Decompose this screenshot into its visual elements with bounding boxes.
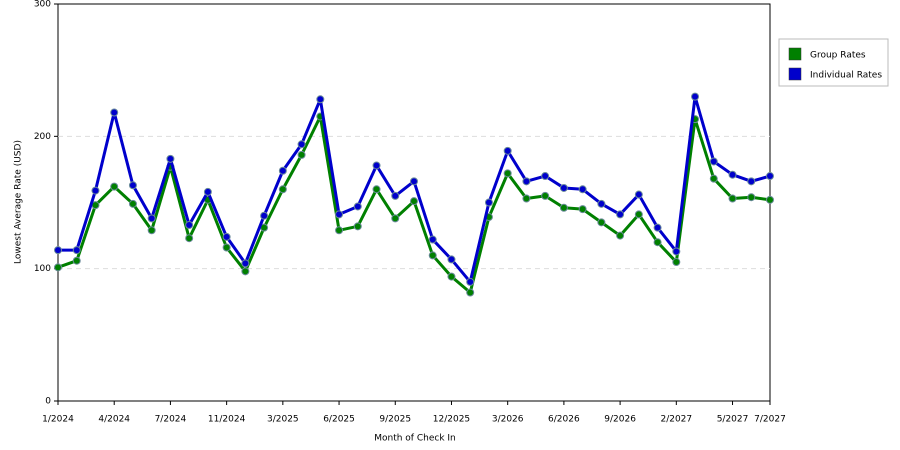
data-point: [428, 251, 437, 260]
data-point: [278, 185, 287, 194]
data-point: [616, 210, 625, 219]
data-point: [316, 95, 325, 104]
data-point: [597, 199, 606, 208]
data-point: [541, 172, 550, 181]
y-tick-label: 300: [34, 0, 51, 10]
data-point: [128, 181, 137, 190]
data-point: [241, 259, 250, 268]
data-point: [335, 210, 344, 219]
data-point: [297, 150, 306, 159]
data-point: [297, 140, 306, 149]
data-point: [503, 146, 512, 155]
data-point: [91, 186, 100, 195]
data-point: [241, 267, 250, 276]
data-point: [110, 108, 119, 117]
data-point: [391, 191, 400, 200]
data-point: [391, 214, 400, 223]
data-point: [634, 210, 643, 219]
data-point: [260, 211, 269, 220]
data-point: [72, 246, 81, 255]
data-point: [653, 238, 662, 247]
x-tick-label: 12/2025: [433, 415, 470, 425]
data-point: [559, 203, 568, 212]
data-point: [503, 169, 512, 178]
data-point: [372, 161, 381, 170]
data-point: [672, 258, 681, 267]
data-point: [616, 231, 625, 240]
data-point: [185, 220, 194, 229]
x-tick-label: 9/2025: [379, 415, 411, 425]
data-point: [559, 183, 568, 192]
x-tick-label: 7/2027: [754, 415, 786, 425]
x-tick-label: 2/2027: [660, 415, 692, 425]
x-tick-label: 1/2024: [42, 415, 74, 425]
data-point: [578, 185, 587, 194]
data-point: [110, 182, 119, 191]
data-point: [653, 223, 662, 232]
x-tick-label: 3/2025: [267, 415, 299, 425]
legend-swatch: [788, 67, 802, 81]
data-point: [466, 277, 475, 286]
y-tick-label: 200: [34, 132, 51, 142]
data-point: [484, 198, 493, 207]
data-point: [466, 288, 475, 297]
data-point: [185, 234, 194, 243]
data-point: [597, 218, 606, 227]
data-point: [128, 199, 137, 208]
data-point: [541, 191, 550, 200]
data-point: [335, 226, 344, 235]
y-axis-title: Lowest Average Rate (USD): [14, 140, 24, 264]
data-point: [447, 272, 456, 281]
data-point: [353, 202, 362, 211]
data-point: [166, 154, 175, 163]
data-point: [72, 256, 81, 265]
data-point: [203, 187, 212, 196]
data-point: [766, 195, 774, 204]
data-point: [522, 177, 531, 186]
x-tick-label: 6/2026: [548, 415, 580, 425]
data-point: [709, 157, 718, 166]
x-tick-label: 4/2024: [98, 415, 130, 425]
legend-swatch: [788, 47, 802, 61]
data-point: [428, 235, 437, 244]
x-tick-label: 3/2026: [492, 415, 524, 425]
data-point: [147, 214, 156, 223]
x-axis-title: Month of Check In: [374, 434, 456, 444]
data-point: [747, 193, 756, 202]
legend-label: Individual Rates: [810, 71, 882, 81]
x-tick-label: 6/2025: [323, 415, 355, 425]
data-point: [54, 263, 62, 272]
data-point: [709, 174, 718, 183]
data-point: [410, 197, 418, 206]
data-point: [634, 190, 643, 199]
data-point: [578, 205, 587, 214]
x-tick-label: 9/2026: [604, 415, 636, 425]
data-point: [147, 226, 156, 235]
data-point: [410, 177, 418, 186]
data-point: [353, 222, 362, 231]
y-tick-label: 0: [45, 397, 51, 407]
data-point: [691, 92, 700, 101]
data-point: [766, 172, 774, 181]
data-point: [728, 194, 737, 203]
data-point: [222, 232, 231, 241]
data-point: [372, 185, 381, 194]
legend-label: Group Rates: [810, 51, 866, 61]
data-point: [222, 243, 231, 252]
data-point: [728, 170, 737, 179]
x-tick-label: 11/2024: [208, 415, 246, 425]
x-tick-label: 5/2027: [717, 415, 749, 425]
data-point: [54, 246, 62, 255]
data-point: [278, 166, 287, 175]
data-point: [747, 177, 756, 186]
data-point: [672, 247, 681, 256]
data-point: [447, 255, 456, 264]
data-point: [522, 194, 531, 203]
x-tick-label: 7/2024: [155, 415, 187, 425]
y-tick-label: 100: [34, 264, 51, 274]
